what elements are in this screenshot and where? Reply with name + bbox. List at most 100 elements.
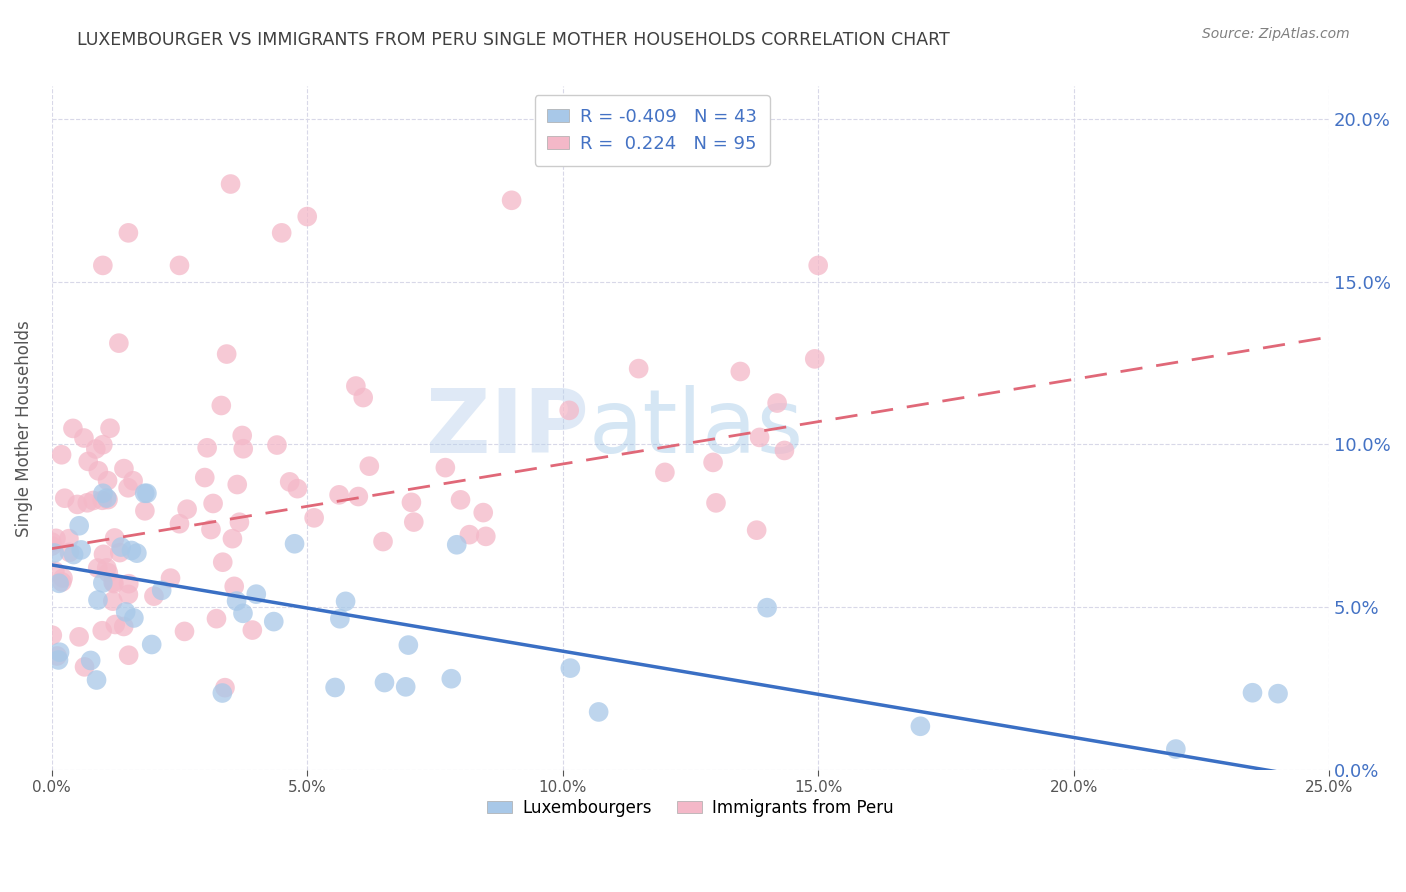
Point: [142, 589, 165, 603]
Point: [91, 624, 114, 638]
Point: [396, 638, 419, 652]
Point: [446, 538, 468, 552]
Text: Source: ZipAtlas.com: Source: ZipAtlas.com: [1202, 27, 1350, 41]
Point: [558, 403, 581, 417]
Point: [101, 575, 124, 590]
Point: [347, 490, 370, 504]
Point: [730, 364, 752, 378]
Point: [627, 361, 650, 376]
Point: [117, 648, 139, 663]
Point: [352, 391, 374, 405]
Point: [654, 466, 676, 480]
Point: [53, 491, 76, 506]
Point: [52, 571, 75, 585]
Point: [302, 511, 325, 525]
Point: [228, 515, 250, 529]
Point: [45, 532, 67, 546]
Point: [335, 594, 357, 608]
Point: [77, 454, 100, 468]
Point: [101, 594, 124, 608]
Point: [245, 587, 267, 601]
Point: [58, 545, 80, 559]
Point: [588, 705, 610, 719]
Point: [118, 576, 141, 591]
Point: [87, 464, 110, 478]
Point: [91, 493, 114, 508]
Point: [134, 504, 156, 518]
Point: [211, 686, 233, 700]
Point: [323, 681, 346, 695]
Point: [359, 459, 381, 474]
Point: [159, 571, 181, 585]
Point: [373, 675, 395, 690]
Point: [402, 515, 425, 529]
Point: [73, 660, 96, 674]
Point: [97, 566, 120, 580]
Point: [214, 681, 236, 695]
Point: [73, 431, 96, 445]
Text: atlas: atlas: [588, 384, 803, 472]
Point: [122, 474, 145, 488]
Point: [475, 529, 498, 543]
Legend: Luxembourgers, Immigrants from Peru: Luxembourgers, Immigrants from Peru: [481, 792, 900, 823]
Point: [194, 470, 217, 484]
Point: [67, 630, 90, 644]
Point: [284, 537, 307, 551]
Point: [98, 421, 121, 435]
Point: [297, 210, 319, 224]
Point: [62, 548, 84, 562]
Point: [82, 493, 104, 508]
Point: [96, 561, 118, 575]
Point: [104, 531, 127, 545]
Point: [112, 461, 135, 475]
Point: [287, 482, 309, 496]
Point: [202, 496, 225, 510]
Point: [44, 546, 66, 560]
Point: [211, 555, 233, 569]
Point: [48, 653, 70, 667]
Point: [240, 623, 263, 637]
Point: [910, 719, 932, 733]
Point: [278, 475, 301, 489]
Point: [97, 492, 120, 507]
Point: [58, 532, 80, 546]
Point: [117, 481, 139, 495]
Point: [46, 648, 69, 663]
Point: [395, 680, 418, 694]
Point: [434, 460, 457, 475]
Point: [108, 336, 131, 351]
Point: [270, 226, 292, 240]
Point: [79, 653, 101, 667]
Point: [773, 443, 796, 458]
Point: [807, 259, 830, 273]
Point: [209, 399, 232, 413]
Point: [84, 442, 107, 456]
Point: [135, 486, 157, 500]
Point: [125, 546, 148, 560]
Point: [110, 540, 132, 554]
Point: [104, 617, 127, 632]
Point: [221, 532, 243, 546]
Point: [150, 583, 173, 598]
Point: [96, 474, 118, 488]
Point: [103, 576, 125, 591]
Point: [44, 564, 66, 578]
Point: [344, 379, 367, 393]
Point: [87, 561, 110, 575]
Point: [200, 523, 222, 537]
Point: [560, 661, 582, 675]
Point: [41, 628, 63, 642]
Point: [440, 672, 463, 686]
Point: [450, 492, 472, 507]
Point: [173, 624, 195, 639]
Point: [1241, 686, 1264, 700]
Point: [745, 523, 768, 537]
Point: [91, 575, 114, 590]
Point: [224, 579, 246, 593]
Point: [231, 428, 253, 442]
Point: [87, 593, 110, 607]
Point: [458, 527, 481, 541]
Point: [70, 543, 93, 558]
Text: LUXEMBOURGER VS IMMIGRANTS FROM PERU SINGLE MOTHER HOUSEHOLDS CORRELATION CHART: LUXEMBOURGER VS IMMIGRANTS FROM PERU SIN…: [77, 31, 950, 49]
Point: [134, 486, 156, 500]
